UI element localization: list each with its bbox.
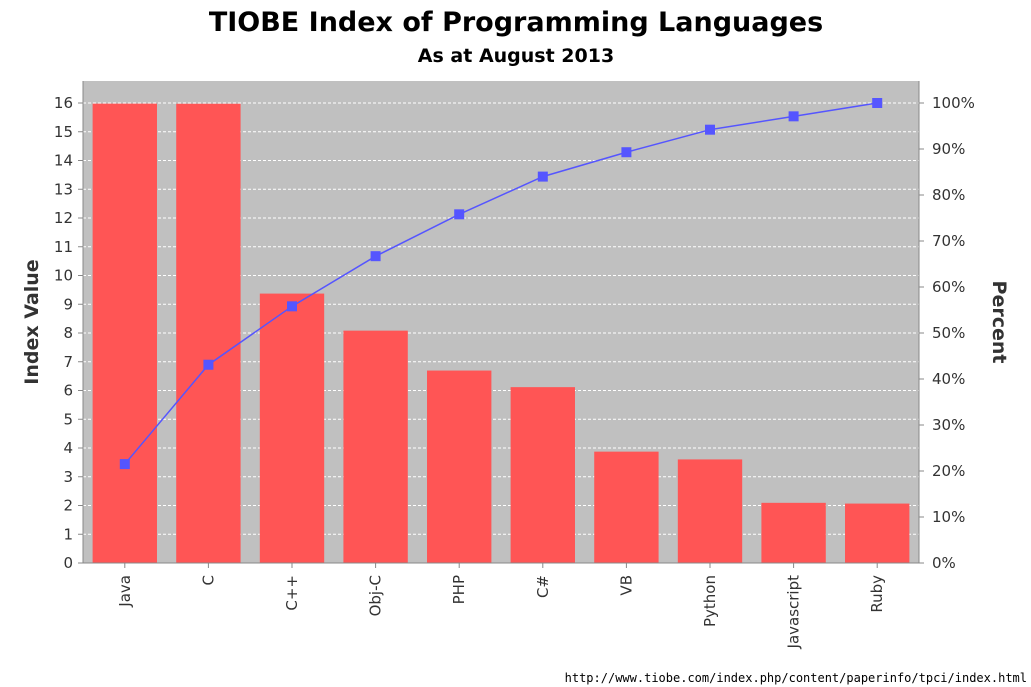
x-tick-label: C (199, 575, 217, 585)
line-point (788, 111, 799, 122)
y-tick-label: 0 (63, 554, 73, 572)
bar (176, 103, 241, 563)
y-tick-label: 1 (63, 525, 73, 543)
y2-tick-label: 100% (932, 94, 975, 112)
y2-tick-label: 80% (932, 186, 965, 204)
line-point (705, 124, 715, 135)
line-point (370, 251, 381, 262)
axes: 0123456789101112131415160%10%20%30%40%50… (54, 81, 975, 649)
y-tick-label: 7 (63, 353, 73, 371)
y2-axis-title: Percent (988, 281, 1010, 364)
bar (427, 370, 492, 563)
x-tick-label: C++ (283, 575, 301, 611)
cumulative-line (124, 102, 878, 465)
y2-tick-label: 40% (932, 370, 965, 388)
y2-tick-label: 90% (932, 140, 965, 158)
y-tick-label: 14 (54, 152, 73, 170)
y2-tick-label: 30% (932, 416, 965, 434)
line-point (203, 359, 214, 370)
chart-subtitle: As at August 2013 (418, 45, 614, 67)
bar (677, 459, 743, 563)
y-tick-label: 9 (63, 295, 73, 313)
y-tick-label: 13 (54, 180, 73, 198)
y-tick-label: 12 (54, 209, 73, 227)
chart-title: TIOBE Index of Programming Languages (209, 7, 823, 38)
bar (510, 387, 575, 563)
y-tick-label: 8 (63, 324, 73, 342)
y-axis-title: Index Value (21, 259, 43, 384)
line-point (872, 98, 883, 108)
x-tick-label: Obj-C (367, 575, 385, 616)
bar (594, 451, 659, 563)
x-tick-label: Javascript (785, 575, 803, 650)
cumulative-line-series (119, 98, 883, 470)
line-point (537, 171, 548, 182)
y2-tick-label: 0% (932, 554, 956, 572)
bar (259, 293, 325, 563)
x-tick-label: PHP (450, 575, 468, 604)
y-tick-label: 15 (54, 123, 73, 141)
y2-tick-label: 60% (932, 278, 965, 296)
y2-tick-label: 70% (932, 232, 965, 250)
line-point (621, 147, 632, 158)
y-tick-label: 4 (63, 439, 73, 457)
bar (92, 103, 157, 563)
y-tick-label: 6 (63, 382, 73, 400)
line-point (119, 459, 130, 470)
x-tick-label: C# (534, 575, 552, 598)
x-tick-label: Python (701, 575, 719, 627)
y-tick-label: 2 (63, 497, 73, 515)
y2-tick-label: 50% (932, 324, 965, 342)
bar (845, 503, 910, 563)
bar (343, 330, 408, 563)
y-tick-label: 3 (63, 468, 73, 486)
bar (761, 502, 826, 563)
source-url: http://www.tiobe.com/index.php/content/p… (564, 671, 1027, 685)
x-tick-label: Java (116, 575, 134, 608)
y2-tick-label: 20% (932, 462, 965, 480)
line-point (454, 209, 465, 220)
y-tick-label: 5 (63, 410, 73, 428)
y2-tick-label: 10% (932, 508, 965, 526)
y-tick-label: 16 (54, 94, 73, 112)
y-tick-label: 11 (54, 238, 73, 256)
x-tick-label: VB (617, 575, 635, 596)
bar-series (92, 103, 910, 563)
x-tick-label: Ruby (868, 575, 886, 613)
y-tick-label: 10 (54, 267, 73, 285)
line-point (287, 301, 297, 312)
